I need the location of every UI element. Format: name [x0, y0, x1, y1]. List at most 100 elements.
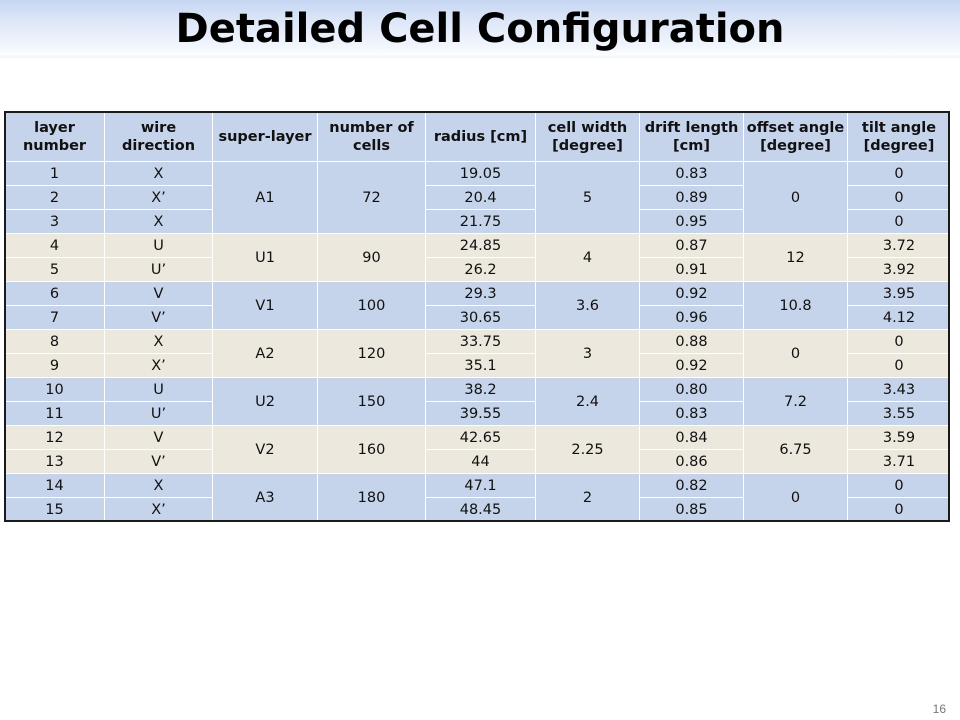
layer-number-cell: 5: [4, 257, 105, 282]
column-header: super-layer: [212, 111, 318, 162]
cell-width-cell: 3: [535, 329, 640, 378]
table-body: 1 X A1 72 19.05 5 0.83 0 0 2 X’ 20.4 0.89 0 3 X 21.75 0.9…: [4, 161, 951, 522]
wire-direction-cell: X: [104, 329, 213, 354]
super-layer-cell: U1: [212, 233, 318, 282]
column-header: offset angle [degree]: [743, 111, 848, 162]
column-header-line: direction: [121, 137, 196, 154]
column-header-line: super-layer: [218, 128, 312, 145]
drift-length-cell: 0.92: [639, 281, 744, 306]
wire-direction-cell: X: [104, 473, 213, 498]
column-header: tilt angle [degree]: [847, 111, 951, 162]
column-header: radius [cm]: [425, 111, 536, 162]
offset-angle-cell: 0: [743, 329, 848, 378]
slide-title: Detailed Cell Configuration: [175, 6, 785, 52]
drift-length-cell: 0.83: [639, 401, 744, 426]
table-row: 10 U U2 150 38.2 2.4 0.80 7.2 3.43: [4, 377, 951, 426]
number-of-cells-cell: 150: [317, 377, 426, 426]
tilt-angle-cell: 0: [847, 185, 951, 210]
tilt-angle-cell: 3.72: [847, 233, 951, 258]
offset-angle-cell: 0: [743, 161, 848, 234]
super-layer-cell: V1: [212, 281, 318, 330]
layer-number-cell: 8: [4, 329, 105, 354]
title-band: [0, 0, 960, 58]
radius-cell: 33.75: [425, 329, 536, 354]
radius-cell: 24.85: [425, 233, 536, 258]
table-row: 12 V V2 160 42.65 2.25 0.84 6.75 3.59: [4, 425, 951, 474]
drift-length-cell: 0.82: [639, 473, 744, 498]
number-of-cells-cell: 180: [317, 473, 426, 522]
column-header: cell width [degree]: [535, 111, 640, 162]
offset-angle-cell: 12: [743, 233, 848, 282]
super-layer-cell: A3: [212, 473, 318, 522]
table-row: 3 X 21.75 0.95 0: [4, 209, 951, 234]
radius-cell: 26.2: [425, 257, 536, 282]
super-layer-cell: A1: [212, 161, 318, 234]
tilt-angle-cell: 3.92: [847, 257, 951, 282]
drift-length-cell: 0.80: [639, 377, 744, 402]
wire-direction-cell: X’: [104, 353, 213, 378]
table-row: 5 U’ 26.2 0.91 3.92: [4, 257, 951, 282]
wire-direction-cell: V’: [104, 449, 213, 474]
column-header-line: cell width: [547, 119, 628, 136]
cell-width-cell: 4: [535, 233, 640, 282]
wire-direction-cell: U: [104, 377, 213, 402]
drift-length-cell: 0.89: [639, 185, 744, 210]
column-header-line: layer: [34, 119, 75, 136]
tilt-angle-cell: 3.55: [847, 401, 951, 426]
wire-direction-cell: X: [104, 161, 213, 186]
drift-length-cell: 0.91: [639, 257, 744, 282]
number-of-cells-cell: 90: [317, 233, 426, 282]
column-header-line: number: [22, 137, 87, 154]
offset-angle-cell: 6.75: [743, 425, 848, 474]
drift-length-cell: 0.95: [639, 209, 744, 234]
number-of-cells-cell: 72: [317, 161, 426, 234]
tilt-angle-cell: 0: [847, 473, 951, 498]
cell-configuration-table: layer number wire direction super-layer numbe…: [4, 111, 951, 522]
super-layer-cell: V2: [212, 425, 318, 474]
page-number: 16: [932, 702, 946, 716]
column-header-line: radius [cm]: [433, 128, 528, 145]
cell-width-cell: 2.4: [535, 377, 640, 426]
tilt-angle-cell: 0: [847, 497, 951, 522]
table-row: 7 V’ 30.65 0.96 4.12: [4, 305, 951, 330]
tilt-angle-cell: 0: [847, 353, 951, 378]
tilt-angle-cell: 0: [847, 209, 951, 234]
wire-direction-cell: V’: [104, 305, 213, 330]
radius-cell: 29.3: [425, 281, 536, 306]
wire-direction-cell: U: [104, 233, 213, 258]
table-row: 15 X’ 48.45 0.85 0: [4, 497, 951, 522]
table-row: 6 V V1 100 29.3 3.6 0.92 10.8 3.95: [4, 281, 951, 330]
column-header-line: tilt angle: [861, 119, 937, 136]
radius-cell: 30.65: [425, 305, 536, 330]
number-of-cells-cell: 120: [317, 329, 426, 378]
cell-width-cell: 3.6: [535, 281, 640, 330]
wire-direction-cell: V: [104, 281, 213, 306]
table-row: 14 X A3 180 47.1 2 0.82 0 0: [4, 473, 951, 522]
number-of-cells-cell: 160: [317, 425, 426, 474]
layer-number-cell: 14: [4, 473, 105, 498]
column-header-line: [degree]: [863, 137, 935, 154]
table-row: 8 X A2 120 33.75 3 0.88 0 0: [4, 329, 951, 378]
layer-number-cell: 9: [4, 353, 105, 378]
tilt-angle-cell: 4.12: [847, 305, 951, 330]
wire-direction-cell: U’: [104, 401, 213, 426]
tilt-angle-cell: 0: [847, 161, 951, 186]
cell-width-cell: 2.25: [535, 425, 640, 474]
drift-length-cell: 0.85: [639, 497, 744, 522]
tilt-angle-cell: 0: [847, 329, 951, 354]
radius-cell: 42.65: [425, 425, 536, 450]
tilt-angle-cell: 3.95: [847, 281, 951, 306]
layer-number-cell: 11: [4, 401, 105, 426]
layer-number-cell: 3: [4, 209, 105, 234]
layer-number-cell: 6: [4, 281, 105, 306]
drift-length-cell: 0.96: [639, 305, 744, 330]
radius-cell: 44: [425, 449, 536, 474]
wire-direction-cell: U’: [104, 257, 213, 282]
layer-number-cell: 4: [4, 233, 105, 258]
drift-length-cell: 0.84: [639, 425, 744, 450]
wire-direction-cell: V: [104, 425, 213, 450]
column-header-line: drift length: [644, 119, 739, 136]
drift-length-cell: 0.92: [639, 353, 744, 378]
layer-number-cell: 1: [4, 161, 105, 186]
column-header-line: wire: [140, 119, 177, 136]
